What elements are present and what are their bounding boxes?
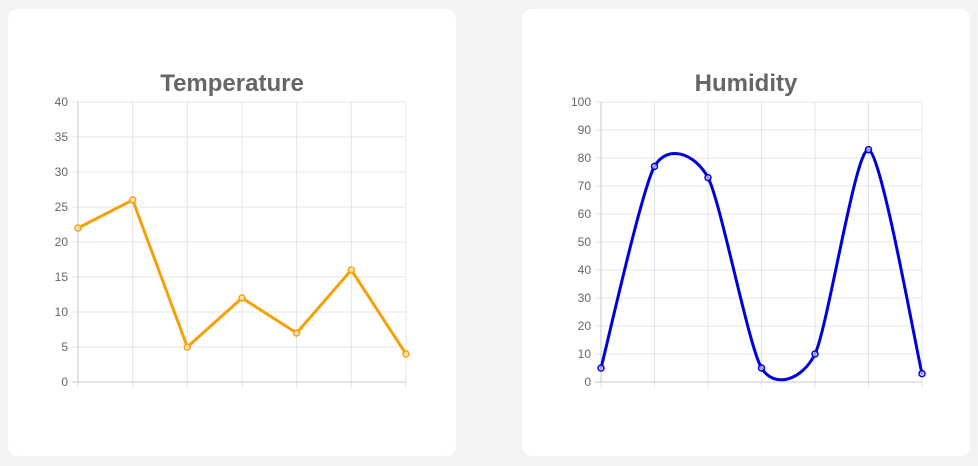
y-tick-label: 30 — [55, 165, 69, 179]
humidity-data-point[interactable] — [811, 350, 819, 358]
y-tick-label: 5 — [61, 340, 68, 354]
y-tick-label: 30 — [578, 291, 592, 305]
y-tick-label: 100 — [571, 95, 591, 109]
y-tick-label: 80 — [578, 151, 592, 165]
humidity-data-point[interactable] — [704, 173, 712, 182]
temperature-chart-card: Temperature 0 5 10 15 20 25 30 35 40 — [8, 9, 456, 456]
y-tick-label: 20 — [578, 319, 592, 333]
y-tick-label: 90 — [578, 123, 592, 137]
humidity-chart: 0 10 20 30 40 50 60 70 80 90 100 — [571, 95, 926, 389]
humidity-data-point[interactable] — [864, 145, 873, 154]
y-tick-label: 60 — [578, 207, 592, 221]
humidity-data-point[interactable] — [650, 162, 659, 171]
y-tick-label: 15 — [55, 270, 69, 284]
y-tick-label: 0 — [61, 375, 68, 389]
humidity-chart-title: Humidity — [694, 70, 798, 97]
y-tick-label: 50 — [578, 235, 592, 249]
temperature-chart: 0 5 10 15 20 25 30 35 40 — [55, 95, 410, 389]
temperature-chart-title: Temperature — [160, 70, 304, 97]
y-tick-label: 40 — [55, 95, 69, 109]
temperature-data-point[interactable] — [292, 329, 301, 337]
y-tick-label: 40 — [578, 263, 592, 277]
temperature-data-point[interactable] — [402, 350, 410, 358]
y-tick-label: 0 — [584, 375, 591, 389]
y-tick-label: 70 — [578, 179, 592, 193]
y-tick-label: 35 — [55, 130, 69, 144]
humidity-chart-card: Humidity 0 10 20 30 40 50 60 70 80 90 100 — [522, 9, 970, 456]
y-tick-label: 20 — [55, 235, 69, 249]
temperature-data-point[interactable] — [347, 266, 356, 274]
temperature-data-point[interactable] — [238, 294, 246, 302]
temperature-data-point[interactable] — [128, 196, 137, 204]
y-tick-label: 10 — [55, 305, 69, 319]
temperature-data-point[interactable] — [183, 343, 192, 351]
temperature-data-point[interactable] — [74, 224, 82, 232]
y-tick-label: 10 — [578, 347, 592, 361]
y-tick-label: 25 — [55, 200, 69, 214]
humidity-data-point[interactable] — [597, 364, 605, 372]
humidity-data-point[interactable] — [757, 364, 766, 372]
humidity-data-point[interactable] — [918, 369, 926, 378]
